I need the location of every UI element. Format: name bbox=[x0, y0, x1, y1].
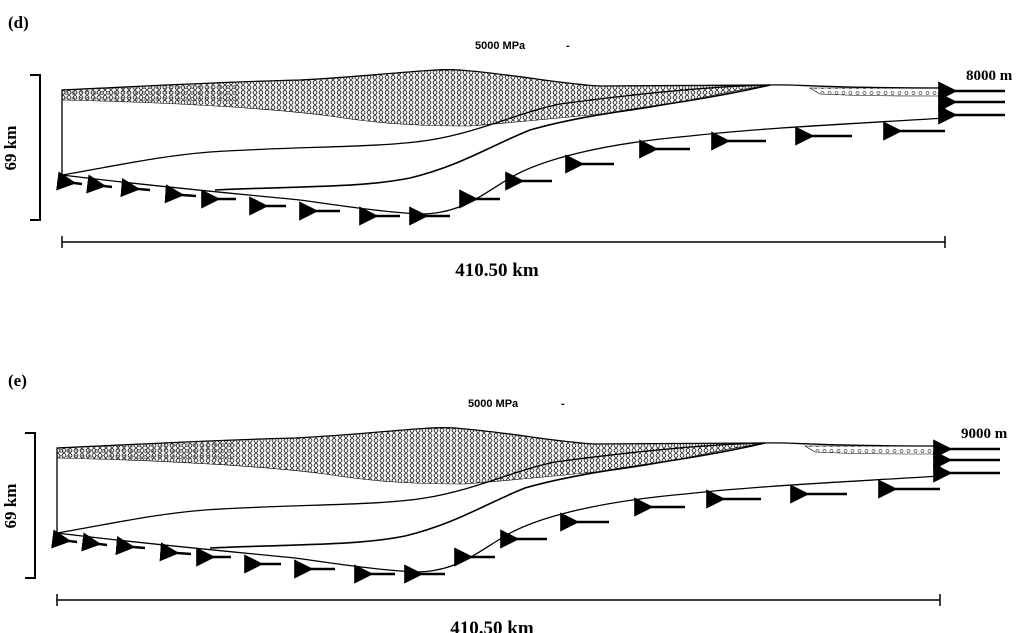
panel-e: (e) 5000 MPa - 9000 m 69 km 410.50 km bbox=[1, 371, 1008, 633]
figure: (d) 5000 MPa - 8000 m 69 km 410.50 km (e… bbox=[0, 0, 1024, 633]
cross-section bbox=[25, 428, 1000, 606]
panel-d: (d) 5000 MPa - 8000 m 69 km 410.50 km bbox=[1, 13, 1013, 281]
stress-label: 5000 MPa bbox=[475, 40, 526, 52]
stress-mark: - bbox=[566, 40, 570, 52]
stress-mark: - bbox=[561, 398, 565, 410]
stress-label: 5000 MPa bbox=[468, 398, 519, 410]
width-label: 410.50 km bbox=[450, 618, 534, 633]
panel-label: (e) bbox=[8, 371, 27, 390]
displacement-label: 9000 m bbox=[961, 426, 1008, 442]
panel-label: (d) bbox=[8, 13, 29, 32]
cross-section bbox=[30, 70, 1005, 248]
displacement-label: 8000 m bbox=[966, 68, 1013, 84]
width-label: 410.50 km bbox=[455, 260, 539, 281]
height-label: 69 km bbox=[1, 484, 20, 529]
height-label: 69 km bbox=[1, 126, 20, 171]
